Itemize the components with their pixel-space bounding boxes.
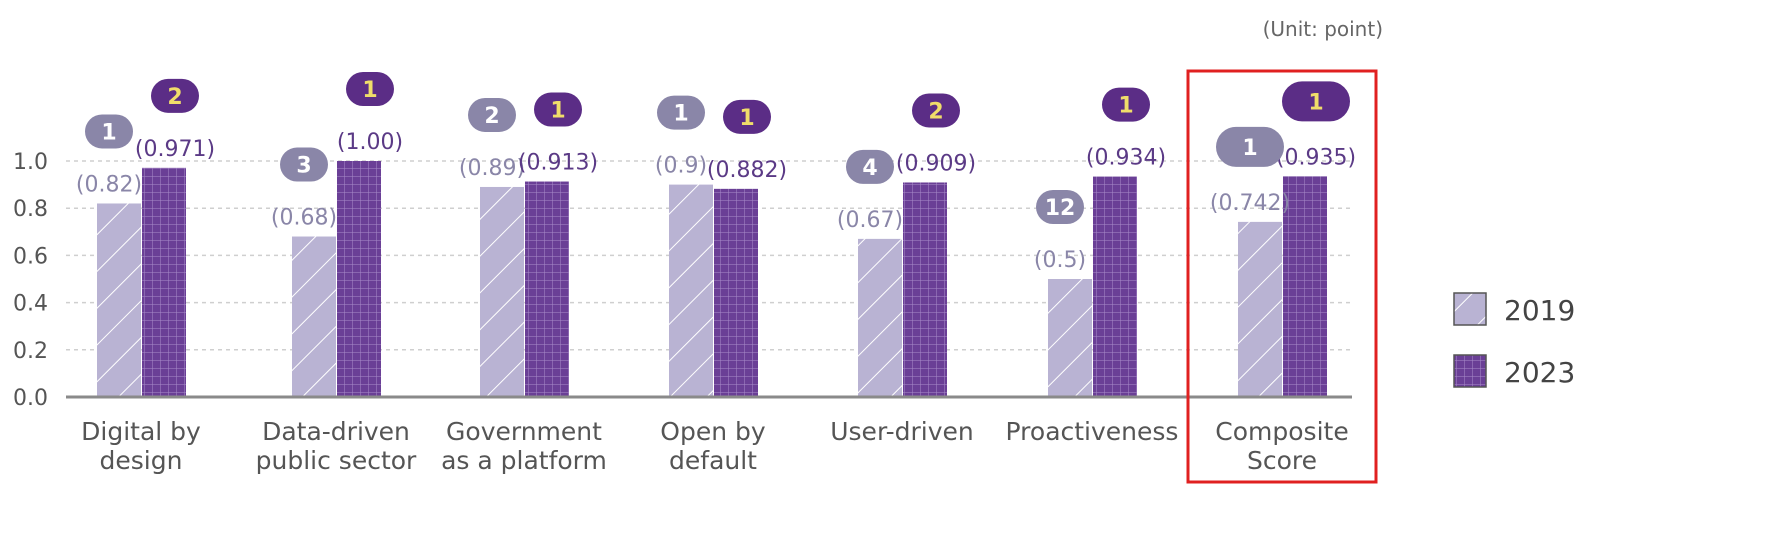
bar-2019 — [292, 236, 336, 397]
rank-label-2023: 2 — [928, 99, 943, 124]
bar-2019 — [1238, 221, 1282, 397]
rank-label-2019: 12 — [1045, 196, 1076, 221]
rank-label-2019: 1 — [673, 102, 688, 127]
rank-badge-2019 — [1216, 126, 1284, 167]
bar-2019 — [858, 238, 902, 397]
bar-2019 — [97, 203, 141, 397]
rank-label-2019: 2 — [484, 104, 499, 129]
rank-badge-2023 — [151, 78, 199, 113]
rank-badge-2023 — [912, 93, 960, 128]
category-label: Composite — [1215, 417, 1348, 446]
value-label-2019: (0.82) — [76, 172, 142, 197]
rank-label-2023: 2 — [167, 85, 182, 110]
bars — [97, 161, 1327, 397]
rank-label-2023: 1 — [362, 78, 377, 103]
value-label-2019: (0.742) — [1210, 191, 1290, 216]
category-label: Data-driven — [262, 417, 410, 446]
category-label: default — [669, 446, 757, 475]
value-label-2023: (0.935) — [1276, 145, 1356, 170]
rank-badge-2019 — [468, 97, 516, 132]
rank-label-2023: 1 — [1118, 94, 1133, 119]
rank-label-2019: 1 — [101, 120, 116, 145]
value-label-2023: (0.909) — [896, 151, 976, 176]
category-label: Proactiveness — [1006, 417, 1179, 446]
legend-label-2019: 2019 — [1504, 294, 1575, 327]
bar-2019 — [480, 186, 524, 397]
category-label: design — [100, 446, 183, 475]
value-label-2019: (0.9) — [655, 154, 707, 179]
value-label-2023: (0.882) — [707, 158, 787, 183]
bar-2023 — [337, 161, 381, 397]
rank-label-2023: 1 — [550, 99, 565, 124]
category-label: Open by — [660, 417, 766, 446]
unit-label: (Unit: point) — [1263, 17, 1383, 41]
value-label-2019: (0.89) — [459, 156, 525, 181]
bar-2023 — [903, 182, 947, 397]
rank-badge-2019 — [657, 95, 705, 130]
value-label-2019: (0.5) — [1034, 248, 1086, 273]
rank-label-2019: 3 — [296, 154, 311, 179]
value-label-2019: (0.67) — [837, 208, 903, 233]
y-tick-label: 1.0 — [13, 150, 48, 175]
value-label-2023: (1.00) — [337, 130, 403, 155]
bar-2023 — [142, 167, 186, 397]
category-label: Digital by — [81, 417, 201, 446]
rank-badge-2023 — [1282, 81, 1350, 122]
rank-badge-2023 — [1102, 87, 1150, 122]
rank-badge-2023 — [723, 99, 771, 134]
bar-2023 — [525, 181, 569, 397]
rank-label-2023: 1 — [1308, 90, 1323, 115]
bar-2023 — [714, 188, 758, 397]
y-tick-label: 0.0 — [13, 386, 48, 411]
rank-badge-2019 — [846, 149, 894, 184]
legend-swatch-2019 — [1453, 292, 1487, 326]
rank-label-2019: 1 — [1242, 136, 1257, 161]
category-label: Government — [446, 417, 602, 446]
y-tick-label: 0.2 — [13, 339, 48, 364]
category-label: as a platform — [441, 446, 607, 475]
y-tick-label: 0.6 — [13, 244, 48, 269]
bar-2023 — [1093, 176, 1137, 397]
y-tick-label: 0.4 — [13, 292, 48, 317]
rank-label-2023: 1 — [739, 106, 754, 131]
value-label-2023: (0.934) — [1086, 146, 1166, 171]
rank-badge-2023 — [346, 72, 394, 106]
rank-badge-2023 — [534, 92, 582, 127]
composite-score-highlight-box — [1186, 69, 1378, 484]
value-label-2023: (0.913) — [518, 151, 598, 176]
bar-2019 — [669, 184, 713, 397]
y-axis: 0.0 0.2 0.4 0.6 0.8 1.0 — [13, 150, 48, 411]
rank-badge-2019 — [85, 114, 133, 149]
rank-badge-2019 — [1036, 190, 1084, 224]
value-label-2019: (0.68) — [271, 206, 337, 231]
y-tick-label: 0.8 — [13, 197, 48, 222]
bar-2023 — [1283, 176, 1327, 397]
category-label: Score — [1247, 446, 1317, 475]
value-label-2023: (0.971) — [135, 137, 215, 162]
legend-label-2023: 2023 — [1504, 356, 1575, 389]
legend: 2019 2023 — [1453, 292, 1575, 389]
category-label: public sector — [256, 446, 417, 475]
data-labels: (0.82)(0.971)12(0.68)(1.00)31(0.89)(0.91… — [76, 72, 1356, 273]
rank-badge-2019 — [280, 147, 328, 182]
rank-label-2019: 4 — [862, 156, 877, 181]
legend-swatch-2023 — [1453, 354, 1487, 388]
bar-2019 — [1048, 279, 1092, 397]
category-label: User-driven — [830, 417, 974, 446]
